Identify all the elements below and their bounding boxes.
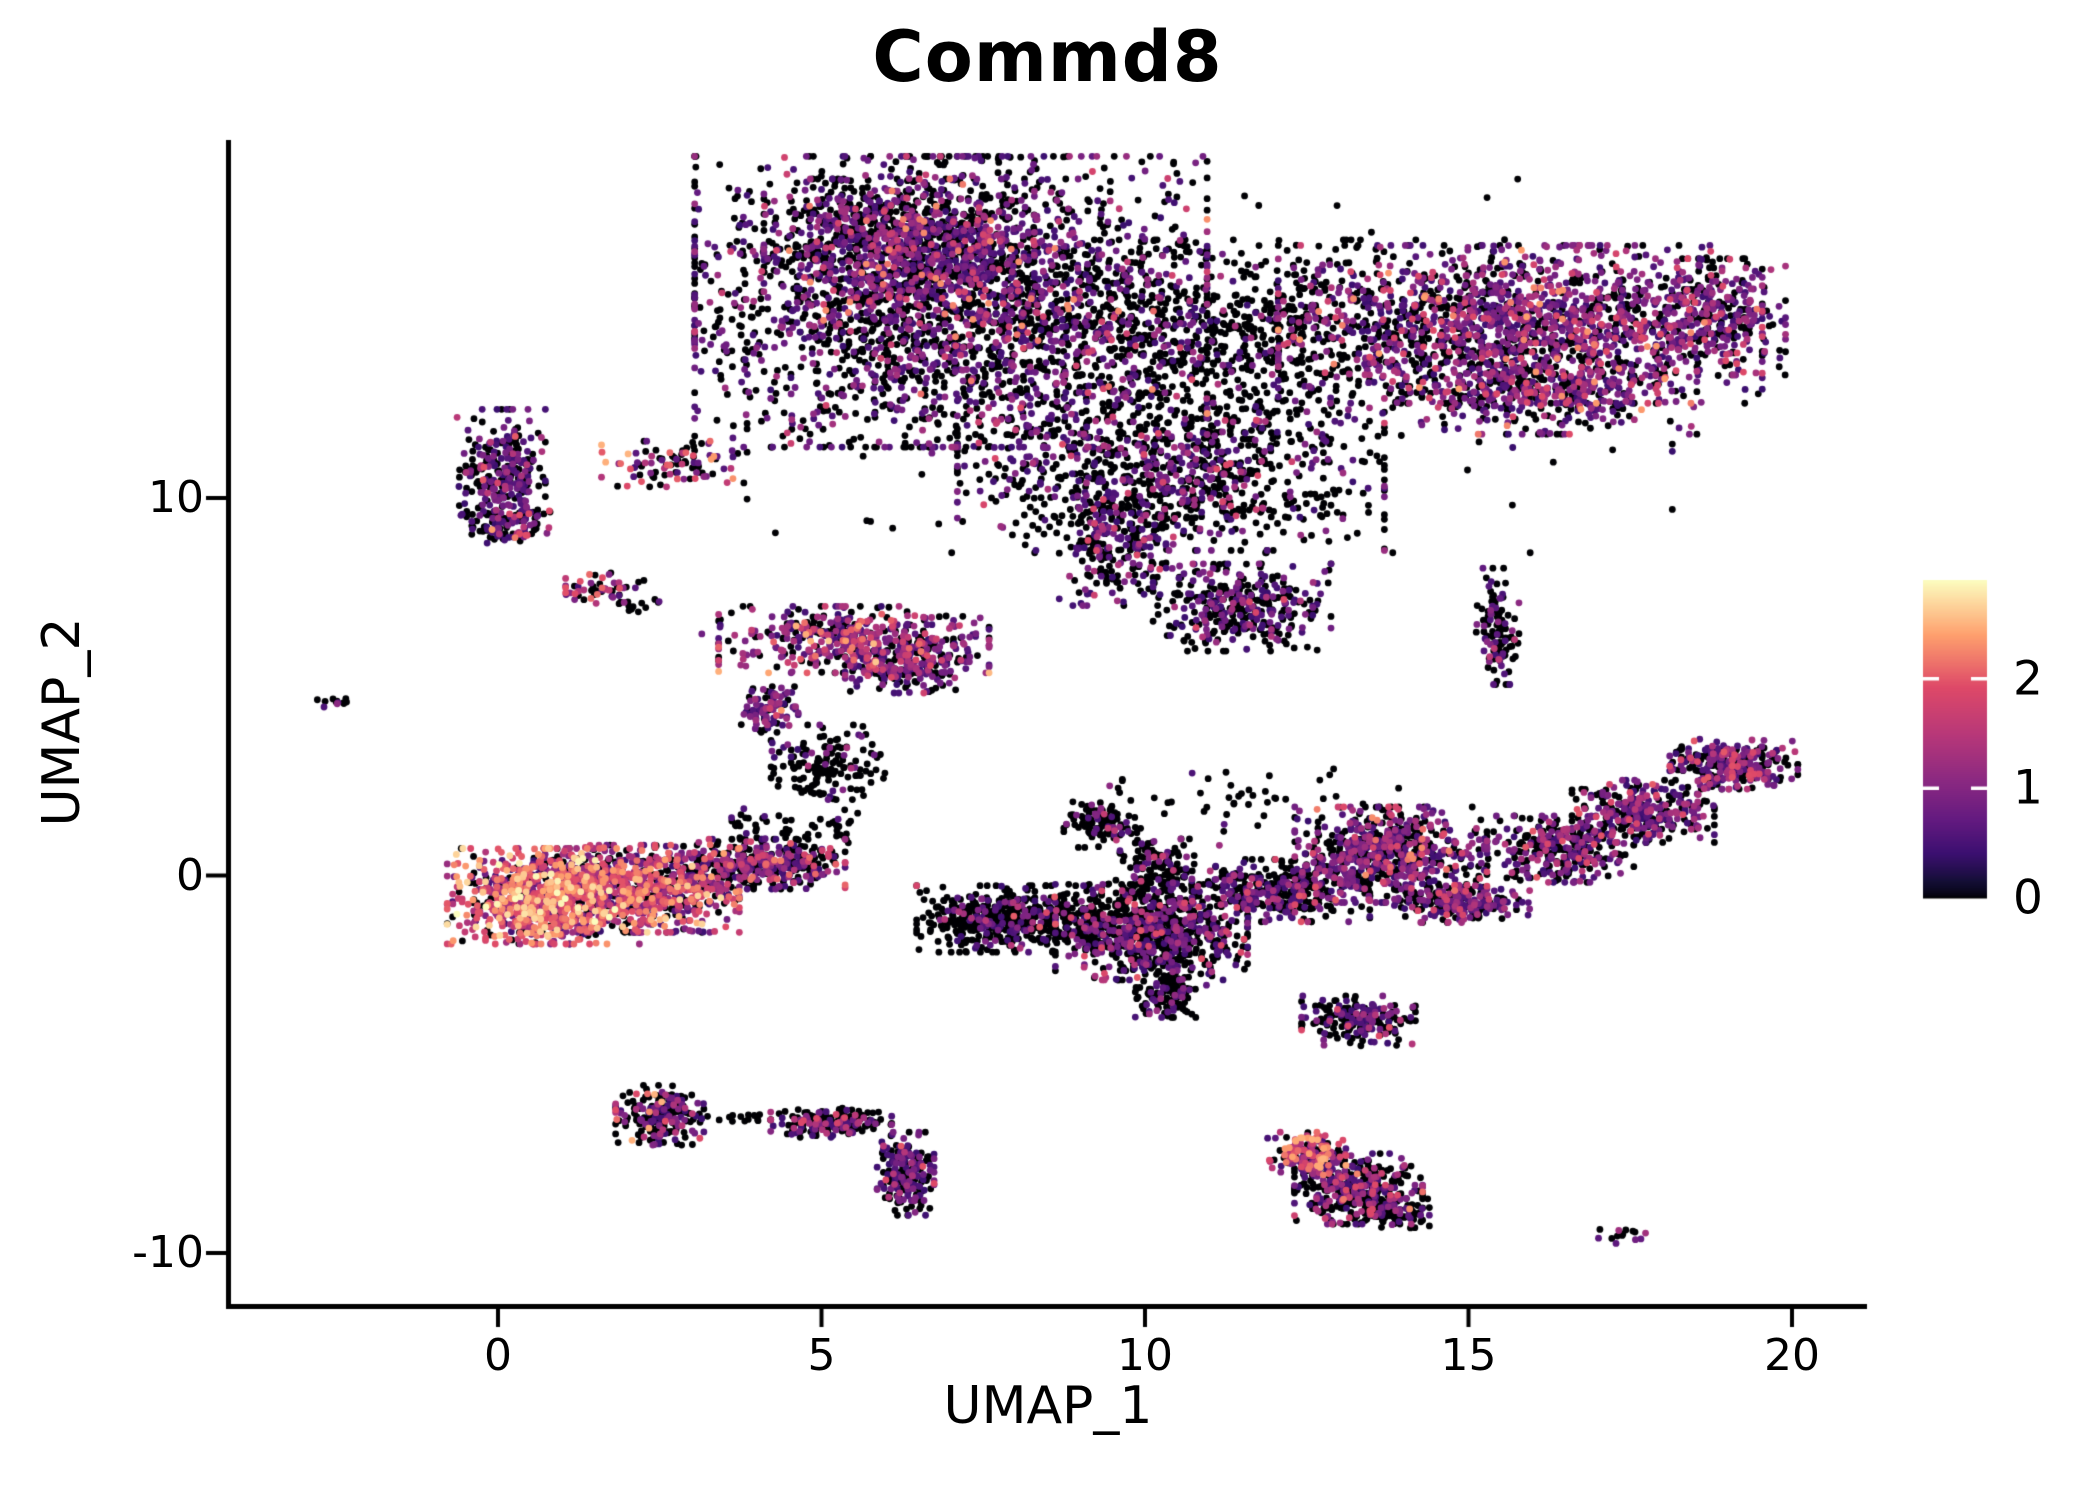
y-tick-label-0: 0 (176, 849, 204, 901)
x-tick-label-15: 15 (1440, 1330, 1497, 1381)
x-axis-label: UMAP_1 (943, 1376, 1153, 1436)
plot-title: Commd8 (872, 16, 1223, 98)
colorbar-tick-label-2: 2 (2013, 651, 2043, 707)
x-tick-label-5: 5 (807, 1330, 836, 1381)
colorbar-tick-label-1: 1 (2013, 760, 2043, 816)
x-tick-label-20: 20 (1764, 1330, 1820, 1381)
y-tick-label-10: 10 (148, 472, 204, 523)
y-tick-label--10: -10 (132, 1227, 204, 1278)
x-tick-label-10: 10 (1117, 1330, 1173, 1381)
colorbar-tick-label-0: 0 (2013, 870, 2043, 926)
x-tick-label-0: 0 (484, 1330, 512, 1381)
y-axis-label: UMAP_2 (32, 617, 92, 827)
